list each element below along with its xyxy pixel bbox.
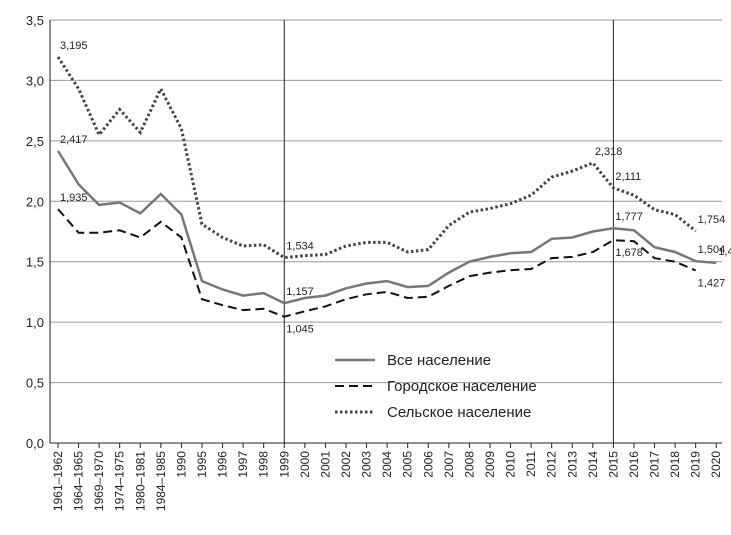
x-tick-label: 2013	[565, 451, 579, 478]
x-tick-label: 1961–1962	[51, 451, 65, 511]
series-line	[57, 208, 697, 318]
y-tick-label: 1,0	[26, 315, 44, 330]
x-tick-label: 2014	[586, 451, 600, 478]
y-tick-label: 0,5	[26, 376, 44, 391]
data-label: 1,045	[286, 324, 314, 336]
legend-label: Сельское население	[387, 404, 531, 421]
y-tick-label: 1,5	[26, 255, 44, 270]
x-tick-label: 2015	[606, 451, 620, 478]
x-tick-label: 2017	[648, 451, 662, 478]
x-tick-label: 2001	[318, 451, 332, 478]
data-label: 1,504	[698, 244, 726, 256]
x-tick-label: 1990	[174, 451, 188, 478]
y-tick-label: 3,5	[26, 13, 44, 28]
legend-label: Городское население	[387, 378, 537, 395]
data-label: 2,111	[615, 171, 641, 183]
data-label: 1,490	[718, 246, 731, 258]
x-tick-label: 2019	[689, 451, 703, 478]
x-tick-label: 2002	[339, 451, 353, 478]
data-label: 1,534	[286, 241, 314, 253]
x-tick-label: 2005	[401, 451, 415, 478]
data-label: 3,195	[60, 40, 88, 52]
y-tick-label: 2,0	[26, 194, 44, 209]
x-tick-label: 2009	[483, 451, 497, 478]
x-tick-label: 2000	[298, 451, 312, 478]
x-tick-label: 2006	[421, 451, 435, 478]
data-label: 2,318	[595, 146, 623, 158]
x-tick-label: 1980–1981	[133, 451, 147, 511]
data-label: 1,777	[615, 211, 643, 223]
x-tick-label: 2010	[504, 451, 518, 478]
x-tick-label: 2016	[627, 451, 641, 478]
data-label: 1,754	[698, 214, 726, 226]
x-tick-label: 1997	[236, 451, 250, 478]
x-tick-label: 2018	[668, 451, 682, 478]
x-tick-label: 1999	[277, 451, 291, 478]
x-tick-label: 1996	[216, 451, 230, 478]
x-tick-label: 2008	[462, 451, 476, 478]
x-tick-label: 2012	[545, 451, 559, 478]
x-tick-label: 1995	[195, 451, 209, 478]
x-tick-label: 1974–1975	[113, 451, 127, 511]
x-tick-label: 1969–1970	[92, 451, 106, 511]
data-label: 1,678	[615, 247, 643, 259]
series-line	[56, 150, 717, 305]
x-tick-label: 1984–1985	[154, 451, 168, 511]
x-tick-label: 2007	[442, 451, 456, 478]
legend-label: Все население	[387, 352, 491, 369]
series-line	[56, 56, 697, 260]
x-tick-label: 1998	[257, 451, 271, 478]
data-label: 1,157	[286, 286, 314, 298]
x-tick-label: 2011	[524, 451, 538, 477]
y-tick-label: 0,0	[26, 436, 44, 451]
data-label: 2,417	[60, 134, 88, 146]
x-tick-label: 2004	[380, 451, 394, 478]
y-tick-label: 3,0	[26, 73, 44, 88]
data-label: 1,427	[698, 278, 726, 290]
x-tick-label: 2020	[709, 451, 723, 478]
x-tick-label: 2003	[360, 451, 374, 478]
y-tick-label: 2,5	[26, 134, 44, 149]
data-label: 1,935	[60, 192, 88, 204]
x-tick-label: 1964–1965	[72, 451, 86, 511]
